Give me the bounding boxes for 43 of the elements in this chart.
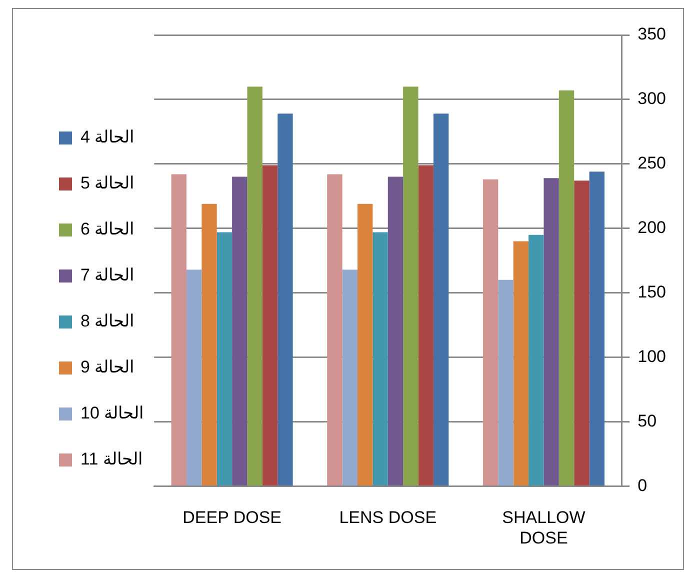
bar [433, 114, 449, 486]
bar [342, 270, 358, 486]
legend-label: الحالة 4 [80, 128, 135, 147]
bar [357, 204, 373, 486]
bar [482, 179, 498, 486]
bar [513, 241, 529, 486]
bar [544, 178, 559, 486]
y-tick-label: 150 [638, 282, 666, 302]
bar [278, 114, 293, 486]
bar [247, 86, 262, 486]
bar [388, 176, 404, 486]
y-tick-label: 300 [638, 89, 666, 108]
bar [372, 232, 388, 486]
legend-label: الحالة 11 [80, 450, 143, 469]
legend-label: الحالة 7 [80, 266, 135, 285]
y-tick-label: 350 [638, 24, 666, 44]
bar [498, 280, 514, 486]
bar [186, 270, 202, 486]
legend-label: الحالة 6 [80, 220, 135, 239]
legend-label: الحالة 10 [80, 404, 144, 423]
bar [327, 174, 342, 486]
bar [403, 86, 418, 486]
bar [232, 176, 248, 486]
y-tick-label: 0 [638, 476, 648, 495]
x-tick-label: DEEP DOSE [182, 508, 282, 528]
y-tick-label: 250 [638, 154, 666, 173]
bar [171, 174, 186, 486]
y-tick-label: 100 [638, 346, 666, 366]
legend-label: الحالة 5 [80, 174, 135, 193]
bar [418, 165, 434, 486]
y-tick-label: 50 [638, 411, 657, 430]
x-tick-label: LENS DOSE [339, 508, 437, 528]
y-tick-label: 200 [638, 218, 666, 238]
bar [558, 90, 574, 486]
x-tick-label: SHALLOW DOSE [502, 508, 586, 548]
bar [262, 165, 278, 486]
legend-label: الحالة 8 [80, 312, 135, 331]
bar [574, 180, 590, 486]
bar [216, 232, 232, 486]
bar [528, 234, 544, 486]
bar [589, 172, 604, 486]
legend-label: الحالة 9 [80, 358, 135, 377]
bar [202, 204, 217, 486]
